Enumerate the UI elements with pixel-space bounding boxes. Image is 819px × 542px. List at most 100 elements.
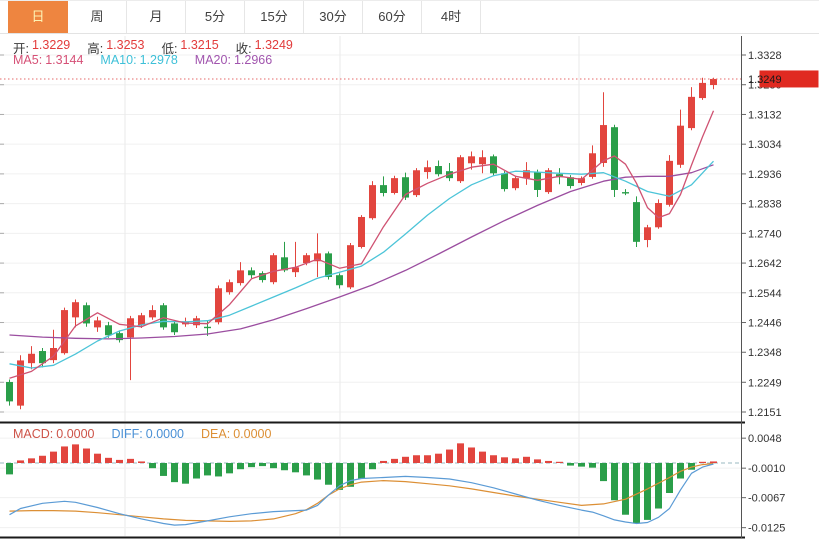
macd-tick-label: -0.0010 [748, 463, 785, 475]
macd-bar [457, 443, 464, 463]
candle [710, 78, 717, 86]
macd-bar [534, 459, 541, 463]
tab-min15[interactable]: 15分 [245, 1, 304, 33]
candle [512, 178, 519, 189]
candle [501, 173, 508, 190]
ma20-line [9, 164, 714, 340]
tab-week[interactable]: 周 [68, 1, 127, 33]
macd-bar [160, 463, 167, 476]
candle [622, 192, 629, 194]
candle [149, 310, 156, 318]
candle [171, 323, 178, 333]
macd-bar [468, 447, 475, 463]
candle [435, 166, 442, 175]
candle [545, 170, 552, 193]
candle [611, 127, 618, 190]
macd-bar [589, 463, 596, 468]
candle [116, 333, 123, 341]
macd-bar [358, 463, 365, 479]
macd-bar [380, 460, 387, 463]
macd-bar [149, 463, 156, 469]
macd-bar [314, 463, 321, 480]
ma5-line [9, 110, 715, 379]
candle [633, 202, 640, 242]
macd-bar [237, 463, 244, 470]
candle [6, 381, 13, 402]
macd-bar [402, 456, 409, 463]
price-tick-label: 1.2544 [748, 288, 782, 300]
candle [644, 227, 651, 241]
macd-bar [567, 463, 574, 466]
macd-bar [633, 463, 640, 524]
candle [204, 326, 211, 329]
macd-tick-label: 0.0048 [748, 433, 782, 445]
macd-bar [600, 463, 607, 482]
macd-bar [578, 463, 585, 467]
candle [534, 172, 541, 190]
diff-line [9, 463, 714, 526]
tab-month[interactable]: 月 [127, 1, 186, 33]
candle [248, 270, 255, 276]
tab-min5[interactable]: 5分 [186, 1, 245, 33]
macd-bar [116, 459, 123, 463]
candle [578, 178, 585, 183]
macd-bar [501, 457, 508, 463]
candle [655, 203, 662, 228]
candle [61, 310, 68, 354]
tab-min60[interactable]: 60分 [363, 1, 422, 33]
macd-bar [127, 458, 134, 463]
macd-bar [281, 463, 288, 471]
candle [589, 153, 596, 177]
macd-bar [336, 463, 343, 490]
candle [237, 270, 244, 284]
macd-bar [226, 463, 233, 474]
macd-bar [655, 463, 662, 509]
macd-bar [622, 463, 629, 515]
price-tick-label: 1.2151 [748, 407, 782, 419]
macd-bar [182, 463, 189, 484]
candle [479, 157, 486, 165]
macd-bar [369, 463, 376, 470]
price-tick-label: 1.3132 [748, 109, 782, 121]
macd-bar [83, 448, 90, 463]
tab-min30[interactable]: 30分 [304, 1, 363, 33]
candle [336, 275, 343, 286]
candle [226, 282, 233, 293]
candle [358, 216, 365, 247]
macd-bar [17, 460, 24, 463]
candle [600, 125, 607, 163]
macd-bar [292, 463, 299, 473]
candle [215, 288, 222, 323]
candle [138, 315, 145, 326]
macd-bar [479, 451, 486, 463]
period-tabbar: 日周月 5分 15分 30分 60分 4时 [0, 0, 819, 34]
price-tick-label: 1.3034 [748, 139, 782, 151]
tab-day[interactable]: 日 [8, 1, 68, 33]
candle [677, 125, 684, 165]
candle [567, 177, 574, 187]
macd-bar [512, 458, 519, 463]
candle [50, 348, 57, 361]
tab-hour4[interactable]: 4时 [422, 1, 481, 33]
macd-bar [435, 453, 442, 463]
macd-bar [391, 458, 398, 463]
candle [270, 255, 277, 283]
current-price-tag [759, 70, 819, 88]
candle [303, 255, 310, 264]
candle [468, 156, 475, 164]
macd-bar [710, 461, 717, 463]
macd-bar [61, 446, 68, 463]
macd-tick-label: -0.0067 [748, 493, 785, 505]
candle [259, 273, 266, 281]
candle [28, 353, 35, 364]
macd-bar [72, 444, 79, 463]
macd-bar [556, 461, 563, 463]
macd-bar [193, 463, 200, 479]
candle [83, 305, 90, 324]
macd-bar [490, 455, 497, 463]
candle [688, 96, 695, 129]
candle [457, 157, 464, 182]
macd-bar [105, 457, 112, 463]
